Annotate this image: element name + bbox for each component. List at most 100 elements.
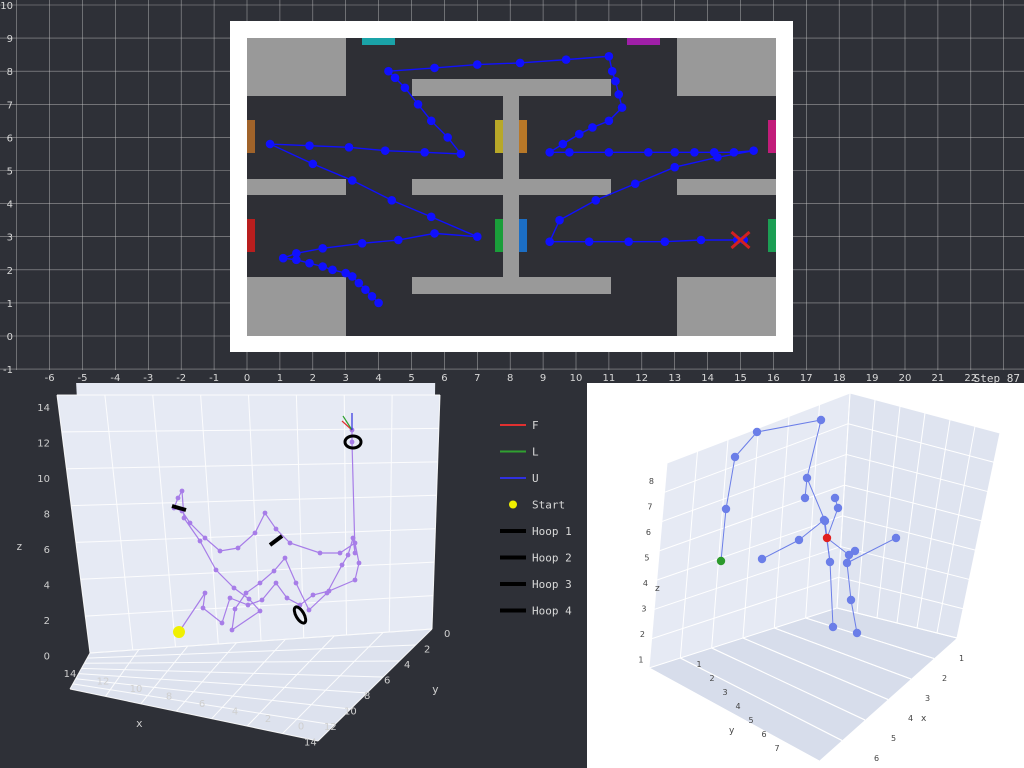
door-left-brown xyxy=(247,120,255,153)
grid-line xyxy=(896,412,926,624)
path-point xyxy=(231,585,237,591)
x-tick-label: 9 xyxy=(540,373,546,383)
trajectory-point xyxy=(344,143,354,152)
trajectory-point xyxy=(390,73,400,83)
x-tick-label: -4 xyxy=(110,373,120,383)
grid-line xyxy=(105,649,140,697)
obstacle-bottom-right xyxy=(677,277,776,336)
trajectory-point xyxy=(473,60,482,69)
legend-item[interactable]: Hoop 4 xyxy=(500,605,572,618)
grid-line xyxy=(152,394,176,648)
trajectory-point xyxy=(690,147,699,157)
y-tick-label: 2 xyxy=(424,645,430,656)
path-point xyxy=(352,550,358,556)
graph-node xyxy=(757,554,767,564)
trajectory-point xyxy=(456,149,466,159)
trajectory-point xyxy=(561,55,571,64)
legend-item[interactable]: Start xyxy=(509,499,565,512)
graph-edge xyxy=(720,508,727,562)
legend-item[interactable]: U xyxy=(500,472,539,485)
path-point xyxy=(293,580,299,586)
y-tick-label: 0 xyxy=(444,629,450,640)
path-point xyxy=(202,590,208,596)
graph-node xyxy=(830,493,840,503)
trajectory-point xyxy=(318,262,327,271)
z-axis-label: z xyxy=(655,584,660,594)
z-tick-label: 5 xyxy=(644,554,649,563)
legend-label: U xyxy=(532,472,539,485)
graph-node xyxy=(833,503,843,513)
y-axis-label: y xyxy=(729,726,735,736)
path-point xyxy=(356,560,362,566)
legend-item[interactable]: F xyxy=(500,419,539,432)
path-point xyxy=(317,550,323,556)
marker-brown xyxy=(519,120,527,153)
graph-edge xyxy=(734,431,758,458)
y-tick-label: 1 xyxy=(7,299,13,310)
step-counter: Step 87 xyxy=(974,372,1020,383)
trajectory-point xyxy=(426,116,436,126)
trajectory-point xyxy=(630,179,640,189)
z-tick-label: 8 xyxy=(44,510,50,521)
obstacle-top-right xyxy=(677,38,776,96)
path-point xyxy=(252,530,258,536)
grid-line xyxy=(773,416,790,629)
legend-item[interactable]: Hoop 3 xyxy=(500,578,572,591)
x-tick-label: 0 xyxy=(298,722,304,733)
y-tick-label: 5 xyxy=(748,716,753,725)
grid-line xyxy=(936,426,976,634)
legend-item[interactable]: Hoop 1 xyxy=(500,525,572,538)
trajectory-point xyxy=(696,235,706,245)
path-point xyxy=(259,597,265,603)
graph-edge xyxy=(806,477,826,522)
grid-line xyxy=(80,561,435,580)
trajectory-point xyxy=(430,63,439,73)
graph-edge xyxy=(826,537,850,556)
path-point xyxy=(349,439,355,445)
graph-edge xyxy=(829,561,834,628)
x-tick-label: 21 xyxy=(932,373,945,383)
legend-item[interactable]: Hoop 2 xyxy=(500,552,572,565)
trajectory-point xyxy=(367,291,377,301)
grid-line xyxy=(89,628,433,654)
grid-line xyxy=(679,451,698,659)
trajectory-point xyxy=(292,248,301,258)
x-tick-label: 10 xyxy=(570,373,583,383)
trajectory-point xyxy=(611,76,620,86)
grid-line xyxy=(836,392,851,609)
z-tick-label: 2 xyxy=(640,630,645,639)
trajectory-point xyxy=(555,215,564,225)
grid-line xyxy=(711,439,729,649)
x-tick-label: 19 xyxy=(866,373,879,383)
trajectory-point xyxy=(617,103,627,112)
path-point xyxy=(229,627,235,633)
y-tick-label: 1 xyxy=(696,660,701,669)
trajectory xyxy=(265,52,758,308)
z-tick-label: 4 xyxy=(44,581,50,592)
x-tick-label: -1 xyxy=(209,373,219,383)
path-point xyxy=(310,592,316,598)
grid-line xyxy=(66,461,438,470)
trajectory-point xyxy=(729,147,739,157)
grid-line xyxy=(175,642,237,712)
grid-line xyxy=(211,638,286,720)
path-point xyxy=(219,620,225,626)
grid-line xyxy=(742,637,889,700)
path-point xyxy=(287,540,293,546)
graph-edge xyxy=(761,539,800,560)
path-point xyxy=(350,535,356,541)
graph-node xyxy=(825,557,835,567)
x-tick-label: 12 xyxy=(635,373,648,383)
z-tick-label: 6 xyxy=(44,545,50,556)
x-tick-label: 11 xyxy=(603,373,616,383)
graph-node xyxy=(846,595,856,605)
door-teal xyxy=(362,38,395,45)
pose-l-axis xyxy=(342,415,353,431)
grid-line xyxy=(87,644,416,659)
x-tick-label: 20 xyxy=(899,373,912,383)
legend-label: Start xyxy=(532,499,565,512)
legend-item[interactable]: L xyxy=(500,446,539,459)
x-tick-label: 2 xyxy=(265,714,271,725)
path-point xyxy=(345,552,351,558)
